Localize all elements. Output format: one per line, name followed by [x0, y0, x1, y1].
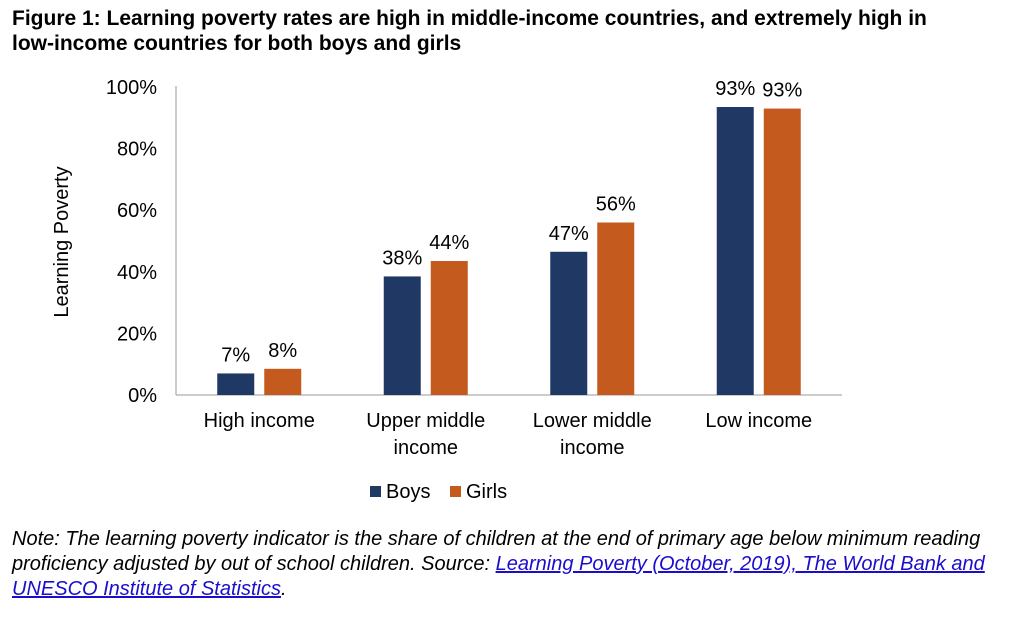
x-tick-label: Low income [705, 410, 812, 432]
bar-data-label: 8% [268, 340, 297, 362]
y-tick-label: 40% [117, 262, 157, 284]
y-tick-label: 20% [117, 323, 157, 345]
y-axis-label: Learning Poverty [51, 166, 73, 317]
bar-data-label: 38% [382, 247, 422, 269]
source-link[interactable]: Learning Poverty (October, 2019), The Wo… [12, 553, 985, 600]
bar-boys [716, 107, 754, 396]
y-tick-label: 80% [117, 139, 157, 161]
legend-swatch-boys [370, 486, 381, 497]
y-tick-labels: 0% 20% 40% 60% 80% 100% [106, 77, 157, 407]
bar-data-label: 93% [715, 78, 755, 100]
bar-data-label: 56% [596, 194, 636, 216]
bar-boys [217, 373, 255, 395]
bars [217, 107, 801, 396]
bar-girls [430, 261, 468, 395]
y-tick-label: 0% [128, 385, 157, 407]
y-tick-label: 60% [117, 200, 157, 222]
bar-boys [383, 276, 421, 395]
bar-data-labels: 7% 38% 47% 93% 8% 44% 56% 93% [221, 78, 802, 366]
x-tick-labels: High income Upper middle income Lower middl… [204, 410, 812, 459]
bar-data-label: 7% [221, 344, 250, 366]
legend-label-girls: Girls [466, 481, 507, 503]
x-tick-label: High income [204, 410, 315, 432]
y-tick-label: 100% [106, 77, 157, 99]
legend-label-boys: Boys [386, 481, 430, 503]
note-suffix: . [280, 578, 287, 600]
bar-girls [264, 368, 302, 395]
chart-title-line-1: Figure 1: Learning poverty rates are hig… [12, 7, 927, 30]
x-tick-label: income [394, 437, 458, 459]
chart-title: Figure 1: Learning poverty rates are hig… [12, 6, 1012, 56]
legend-swatch-girls [450, 486, 461, 497]
bar-data-label: 47% [549, 223, 589, 245]
x-tick-label: Upper middle [366, 410, 485, 432]
bar-girls [763, 108, 801, 395]
x-tick-label: Lower middle [533, 410, 652, 432]
legend: Boys Girls [370, 481, 507, 503]
x-tick-label: income [560, 437, 624, 459]
bar-data-label: 93% [762, 80, 802, 102]
bar-boys [550, 251, 588, 395]
chart-note: Note: The learning poverty indicator is … [12, 527, 1012, 602]
bar-data-label: 44% [429, 232, 469, 254]
chart-title-line-2: low-income countries for both boys and g… [12, 32, 462, 55]
note-text: Note: The learning poverty indicator is … [12, 528, 981, 575]
bar-chart: 0% 20% 40% 60% 80% 100% Learning Poverty 7% 38… [51, 77, 842, 503]
bar-girls [597, 222, 635, 395]
